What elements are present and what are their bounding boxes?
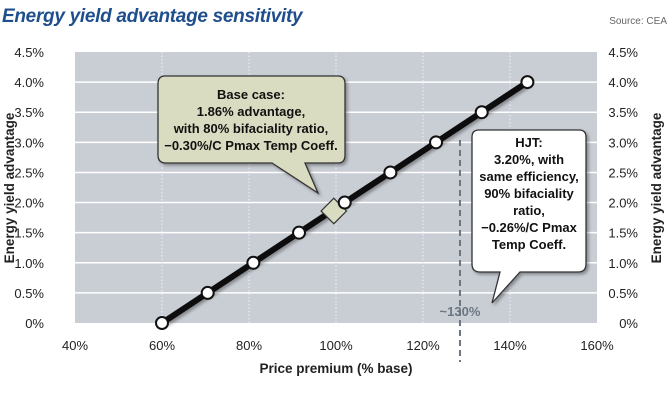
hjt-callout-text: −0.26%/C Pmax [481,220,578,235]
hjt-callout-text: HJT: [515,135,542,150]
y-tick-label-left: 1.5% [14,226,44,241]
reference-line-label: ~130% [440,304,481,319]
base-case-callout-text: −0.30%/C Pmax Temp Coeff. [164,138,338,153]
data-point [200,285,215,300]
data-point [292,225,307,240]
y-tick-label-left: 4.0% [14,75,44,90]
y-tick-label-right: 2.5% [608,165,638,180]
hjt-callout-text: same efficiency, [479,169,578,184]
y-tick-label-right: 1.5% [608,226,638,241]
y-tick-label-left: 2.5% [14,165,44,180]
y-axis-label-left: Energy yield advantage [2,112,17,263]
y-axis-label-right: Energy yield advantage [649,112,664,263]
hjt-callout-text: 90% bifaciality [484,186,574,201]
base-case-callout-text: with 80% bifaciality ratio, [173,121,329,136]
data-point [429,135,444,150]
hjt-callout-text: ratio, [513,203,545,218]
y-tick-label-right: 4.5% [608,45,638,60]
hjt-callout-text: Temp Coeff. [492,237,566,252]
y-tick-label-right: 0.5% [608,286,638,301]
data-point [474,105,489,120]
x-tick-label: 40% [62,338,88,353]
hjt-callout [471,129,587,304]
base-case-callout-text: 1.86% advantage, [197,104,305,119]
y-tick-label-left: 3.5% [14,105,44,120]
x-tick-label: 140% [493,338,527,353]
base-case-callout-text: Base case: [217,87,285,102]
x-tick-label: 60% [149,338,175,353]
x-tick-label: 160% [580,338,614,353]
base-case-callout [157,75,346,195]
y-tick-label-left: 0.5% [14,286,44,301]
x-tick-label: 80% [236,338,262,353]
y-tick-label-left: 3.0% [14,135,44,150]
source-note: Source: CEA [609,16,667,27]
hjt-callout-text: 3.20%, with [494,152,564,167]
y-tick-label-right: 3.0% [608,135,638,150]
chart-title: Energy yield advantage sensitivity [2,6,303,27]
y-tick-label-left: 2.0% [14,196,44,211]
data-point [520,75,535,90]
data-point [246,255,261,270]
y-tick-label-right: 1.0% [608,256,638,271]
data-point [383,165,398,180]
y-tick-label-right: 0% [619,316,638,331]
x-tick-label: 100% [319,338,353,353]
x-axis-label: Price premium (% base) [259,361,412,376]
y-tick-label-right: 4.0% [608,75,638,90]
data-point [337,195,352,210]
y-tick-label-left: 1.0% [14,256,44,271]
y-tick-label-left: 0% [25,316,44,331]
y-tick-label-left: 4.5% [14,45,44,60]
y-tick-label-right: 3.5% [608,105,638,120]
data-point [155,316,169,330]
x-tick-label: 120% [406,338,440,353]
y-tick-label-right: 2.0% [608,196,638,211]
